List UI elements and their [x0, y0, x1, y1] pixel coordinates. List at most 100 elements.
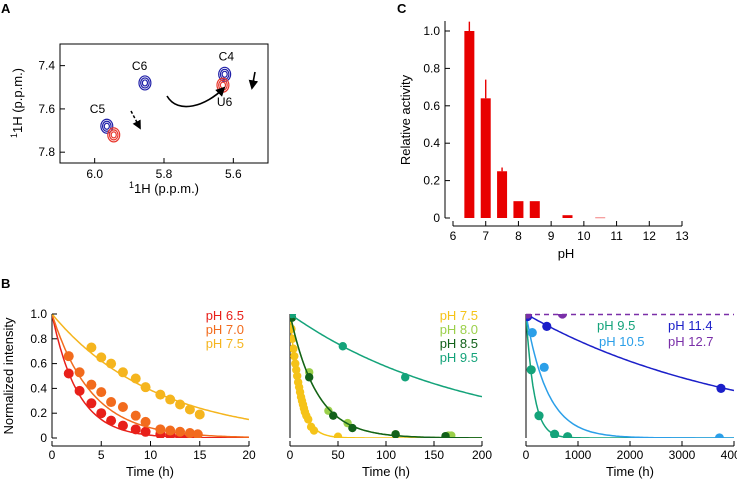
legend-ph-7-0: pH 7.0	[206, 322, 244, 337]
nmr-peak-contour	[108, 129, 119, 141]
nmr-peak-contour	[140, 77, 150, 89]
panel-b1-ytick-label: 0.4	[30, 381, 47, 395]
data-point-ph-7-0	[165, 425, 176, 436]
panel-a-xlabel-text: 1H (p.p.m.)	[134, 181, 199, 196]
data-point-ph-8-5	[348, 423, 357, 433]
data-point-ph-7-5	[175, 399, 186, 410]
data-point-ph-7-0	[96, 387, 107, 398]
data-point-ph-6-5	[140, 426, 151, 437]
panel-b3-xtick-label: 3000	[669, 448, 696, 462]
data-point-ph-7-0	[130, 410, 141, 421]
data-point-ph-9-5	[401, 373, 410, 382]
panel-c-xtick-label: 13	[675, 229, 689, 243]
panel-b1-decay-plot: 0 5 10 15 20 0 0.2 0.4 0.6 0.8 1.0 pH 6.5pH 7.0pH…	[1, 307, 256, 479]
panel-b1-ytick-label: 0.8	[30, 332, 47, 346]
panel-b1-ytick-label: 1.0	[30, 307, 47, 321]
data-point-ph-8-5	[391, 430, 400, 438]
data-point-ph-12-7	[557, 314, 567, 319]
data-point-ph-7-5	[117, 367, 128, 378]
panel-a-xlabel: 11H (p.p.m.)	[129, 180, 199, 196]
panel-c-ytick-label: 0.2	[423, 174, 440, 188]
fit-curve-ph-9-5	[290, 314, 482, 398]
panel-b1-xtick-label: 20	[242, 448, 256, 462]
panel-c-bar-chart: 6 7 8 9 10 11 12 13 0 0.2 0.4 0.6 0.8 1.0 pH Relativ…	[398, 21, 689, 261]
panel-c-ytick-label: 1.0	[423, 24, 440, 38]
data-point-ph-7-5	[293, 371, 302, 381]
nmr-peak-label: C6	[132, 59, 148, 73]
nmr-peak-contour	[219, 81, 227, 89]
panel-c-xtick-label: 10	[577, 229, 591, 243]
panel-c-xlabel: pH	[558, 246, 575, 261]
fit-curve-ph-11-4	[526, 314, 734, 392]
panel-c-xtick-label: 9	[548, 229, 555, 243]
panel-b3-xtick-label: 0	[523, 448, 530, 462]
panel-b2-xtick-label: 150	[424, 448, 444, 462]
nmr-peak-contour	[141, 79, 149, 87]
data-point-ph-7-0	[155, 424, 166, 435]
c5-shift-arrow	[130, 110, 141, 130]
legend-ph-8-0: pH 8.0	[440, 322, 478, 337]
panel-b2-decay-plot: 0 50 100 150 200 pH 7.5pH 8.0pH 8.5pH 9.5 Ti…	[287, 308, 493, 479]
nmr-peak	[107, 127, 121, 143]
panel-a-xtick-label: 5.6	[225, 167, 242, 181]
bar-ph-10-5	[595, 217, 606, 219]
data-point-ph-7-5	[333, 432, 343, 438]
fit-curve-ph-7-5	[52, 314, 249, 421]
data-point-ph-7-0	[192, 429, 203, 438]
panel-b2-xtick-label: 50	[331, 448, 345, 462]
data-point-ph-9-5	[290, 314, 297, 319]
fit-curve-ph-6-5	[52, 314, 249, 438]
panel-b1-ytick-label: 0.2	[30, 406, 47, 420]
nmr-peak-contour	[107, 127, 121, 143]
data-point-ph-11-4	[716, 383, 726, 393]
data-point-ph-6-5	[96, 408, 107, 419]
panel-b1-xlabel: Time (h)	[126, 464, 174, 479]
data-point-ph-7-5	[194, 409, 205, 420]
data-point-ph-6-5	[106, 415, 117, 426]
legend-ph-7-5: pH 7.5	[440, 308, 478, 323]
nmr-peak-contour	[218, 66, 232, 82]
panel-b1-xtick-label: 0	[49, 448, 56, 462]
fit-curve-ph-7-0	[52, 314, 249, 438]
data-point-ph-6-5	[86, 398, 97, 409]
panel-a-xtick-label: 6.0	[86, 167, 103, 181]
data-point-ph-7-5	[140, 382, 151, 393]
data-point-ph-6-5	[117, 420, 128, 431]
panel-b2-xlabel: Time (h)	[362, 464, 410, 479]
panel-b1-xtick-label: 15	[193, 448, 207, 462]
panel-b2-xtick-label: 200	[472, 448, 492, 462]
nmr-peak-c5: C5	[90, 102, 114, 134]
bar-ph-8	[513, 201, 524, 218]
panel-b1-ytick-label: 0	[40, 431, 47, 445]
panel-a-ytick-label: 7.6	[38, 102, 55, 116]
data-point-ph-10-5	[539, 362, 549, 372]
fit-curve-ph-7-5	[290, 314, 482, 438]
legend-ph-11-4: pH 11.4	[668, 318, 713, 333]
nmr-peak-contour	[219, 68, 230, 80]
data-point-ph-7-0	[106, 397, 117, 408]
data-point-ph-7-5	[106, 358, 117, 369]
data-point-ph-8-5	[305, 373, 314, 382]
panel-c-ytick-label: 0.4	[423, 136, 440, 150]
bar-ph-7	[480, 98, 491, 218]
bar-ph-6-5	[464, 31, 475, 218]
data-point-ph-9-5	[338, 342, 347, 351]
panel-c-xtick-label: 12	[643, 229, 657, 243]
data-point-ph-7-5	[292, 365, 301, 374]
c4-shift-arrow	[248, 71, 259, 90]
panel-b1-ylabel: Normalized intensity	[1, 317, 16, 435]
panel-c-xtick-label: 7	[482, 229, 489, 243]
panel-letter-c: C	[397, 1, 407, 16]
data-point-ph-9-5	[526, 365, 536, 375]
legend-ph-8-5: pH 8.5	[440, 336, 478, 351]
data-point-ph-7-5	[184, 404, 195, 415]
data-point-ph-10-5	[714, 433, 725, 438]
panel-c-ytick-label: 0	[433, 211, 440, 225]
panel-b2-xtick-label: 100	[376, 448, 396, 462]
nmr-peak-contour	[138, 75, 152, 91]
legend-ph-6-5: pH 6.5	[206, 308, 244, 323]
nmr-peak-label: C4	[219, 49, 235, 63]
panel-b3-decay-plot: 0 1000 2000 3000 4000 pH 9.5pH 10.5 pH 11.4pH…	[523, 313, 737, 479]
bar-ph-7-5	[497, 171, 508, 218]
